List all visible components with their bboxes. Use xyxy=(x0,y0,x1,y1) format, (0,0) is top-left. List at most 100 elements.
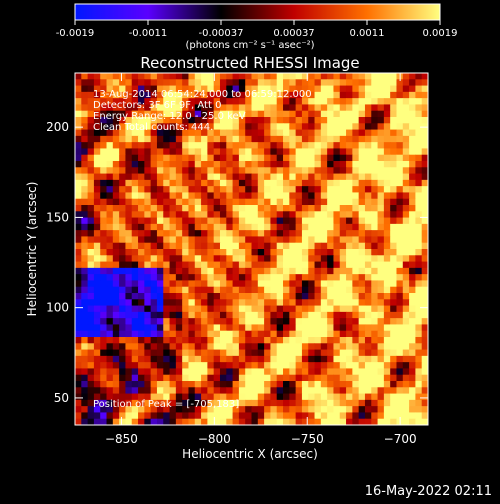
heatmap-cell xyxy=(207,129,215,137)
heatmap-cell xyxy=(238,406,246,413)
footer-timestamp: 16-May-2022 02:11 xyxy=(365,484,492,499)
heatmap-cell xyxy=(402,217,410,225)
heatmap-cell xyxy=(194,154,202,162)
heatmap-cell xyxy=(182,135,189,143)
heatmap-cell xyxy=(264,98,271,105)
heatmap-cell xyxy=(276,324,284,332)
heatmap-cell xyxy=(219,293,227,300)
heatmap-cell xyxy=(270,142,278,149)
heatmap-cell xyxy=(194,198,202,206)
heatmap-cell xyxy=(396,148,404,156)
heatmap-cell xyxy=(119,154,126,162)
heatmap-cell xyxy=(182,217,189,225)
heatmap-cell xyxy=(125,374,133,382)
heatmap-cell xyxy=(264,129,271,137)
heatmap-cell xyxy=(175,98,183,105)
heatmap-cell xyxy=(352,293,360,300)
heatmap-cell xyxy=(327,349,334,357)
heatmap-cell xyxy=(314,167,322,175)
heatmap-cell xyxy=(232,299,240,307)
heatmap-cell xyxy=(182,355,189,363)
heatmap-cell xyxy=(213,255,221,263)
heatmap-cell xyxy=(213,337,221,344)
heatmap-cell xyxy=(251,418,259,426)
heatmap-cell xyxy=(175,104,183,112)
heatmap-cell xyxy=(383,399,391,407)
heatmap-cell xyxy=(131,362,139,369)
heatmap-cell xyxy=(144,406,152,413)
heatmap-cell xyxy=(364,104,372,112)
heatmap-cell xyxy=(226,161,234,168)
heatmap-cell xyxy=(270,129,278,137)
heatmap-cell xyxy=(314,255,322,263)
heatmap-cell xyxy=(346,412,353,420)
heatmap-cell xyxy=(131,261,139,269)
heatmap-cell xyxy=(131,73,139,80)
heatmap-cell xyxy=(238,286,246,294)
heatmap-cell xyxy=(283,280,290,288)
heatmap-cell xyxy=(409,236,416,244)
heatmap-cell xyxy=(75,236,82,244)
heatmap-cell xyxy=(257,223,265,231)
heatmap-cell xyxy=(270,381,278,388)
heatmap-cell xyxy=(352,274,360,281)
heatmap-cell xyxy=(371,123,379,131)
heatmap-cell xyxy=(182,286,189,294)
heatmap-cell xyxy=(213,110,221,118)
heatmap-cell xyxy=(156,73,164,80)
heatmap-cell xyxy=(327,324,334,332)
heatmap-cell xyxy=(339,337,347,344)
heatmap-cell xyxy=(144,179,152,187)
heatmap-cell xyxy=(245,148,252,156)
heatmap-cell xyxy=(150,161,158,168)
heatmap-cell xyxy=(251,355,259,363)
heatmap-cell xyxy=(346,249,353,256)
heatmap-cell xyxy=(87,299,95,307)
heatmap-cell xyxy=(232,274,240,281)
heatmap-cell xyxy=(251,249,259,256)
heatmap-cell xyxy=(327,230,334,237)
heatmap-cell xyxy=(371,399,379,407)
heatmap-cell xyxy=(219,117,227,124)
heatmap-cell xyxy=(320,217,328,225)
heatmap-cell xyxy=(308,418,316,426)
heatmap-cell xyxy=(270,362,278,369)
heatmap-cell xyxy=(251,362,259,369)
heatmap-cell xyxy=(383,230,391,237)
heatmap-cell xyxy=(377,399,385,407)
heatmap-cell xyxy=(219,393,227,401)
heatmap-cell xyxy=(119,117,126,124)
heatmap-cell xyxy=(352,330,360,338)
heatmap-cell xyxy=(333,73,341,80)
heatmap-cell xyxy=(87,186,95,193)
heatmap-cell xyxy=(169,217,177,225)
heatmap-cell xyxy=(383,192,391,200)
heatmap-cell xyxy=(358,167,366,175)
heatmap-cell xyxy=(182,406,189,413)
heatmap-cell xyxy=(188,255,196,263)
heatmap-cell xyxy=(383,374,391,382)
heatmap-cell xyxy=(194,249,202,256)
heatmap-cell xyxy=(93,418,101,426)
heatmap-cell xyxy=(415,123,423,131)
heatmap-cell xyxy=(119,399,126,407)
heatmap-cell xyxy=(295,418,303,426)
heatmap-cell xyxy=(93,368,101,376)
heatmap-cell xyxy=(346,148,353,156)
heatmap-cell xyxy=(257,123,265,131)
heatmap-cell xyxy=(232,393,240,401)
heatmap-cell xyxy=(289,343,297,351)
heatmap-cell xyxy=(390,148,397,156)
heatmap-cell xyxy=(156,393,164,401)
heatmap-cell xyxy=(100,381,108,388)
heatmap-cell xyxy=(358,179,366,187)
heatmap-cell xyxy=(364,387,372,395)
heatmap-cell xyxy=(245,85,252,93)
heatmap-cell xyxy=(314,173,322,181)
y-tick-label: 100 xyxy=(46,301,69,315)
heatmap-cell xyxy=(390,412,397,420)
heatmap-cell xyxy=(175,286,183,294)
heatmap-cell xyxy=(207,261,215,269)
heatmap-cell xyxy=(415,311,423,319)
heatmap-cell xyxy=(188,337,196,344)
